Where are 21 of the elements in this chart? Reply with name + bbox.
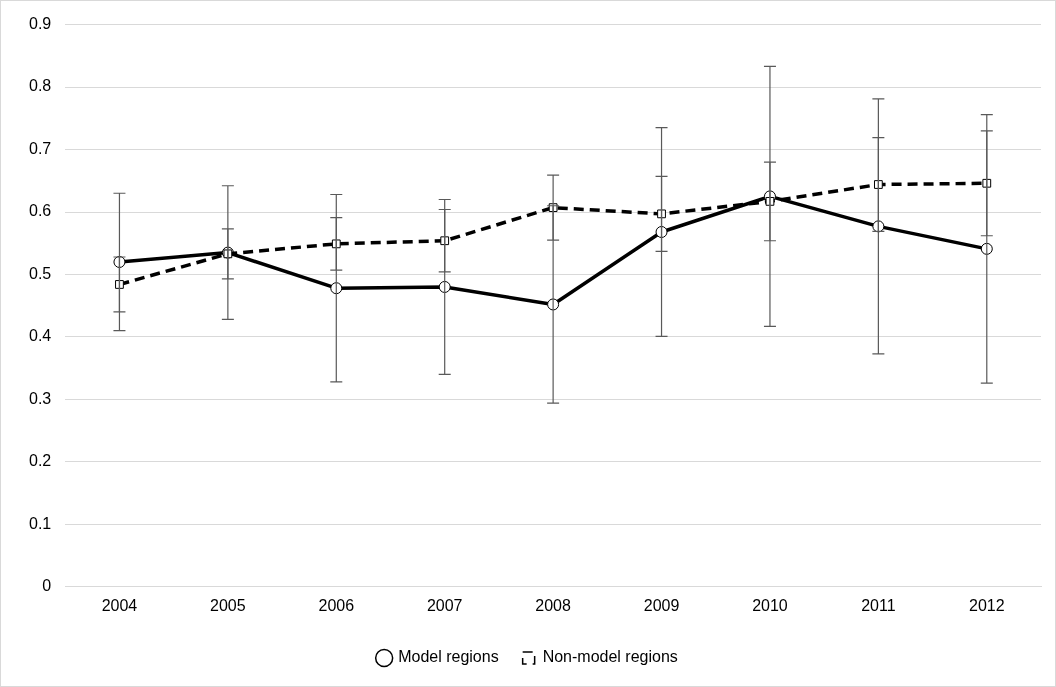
y-tick-label: 0.3 [28, 389, 52, 407]
x-tick-label: 2009 [643, 596, 680, 614]
x-tick-label: 2008 [535, 596, 572, 614]
x-tick-label: 2004 [101, 596, 138, 614]
y-tick-label: 0.2 [28, 452, 52, 470]
x-tick-label: 2010 [752, 596, 788, 614]
x-tick-label: 2011 [861, 596, 896, 614]
y-tick-label: 0.8 [28, 77, 52, 95]
y-tick-label: 0.9 [28, 15, 52, 33]
y-tick-label: 0.5 [28, 264, 52, 282]
y-tick-label: 0 [42, 577, 52, 595]
legend-label: Non-model regions [542, 648, 678, 666]
y-tick-label: 0.4 [28, 327, 52, 345]
y-tick-label: 0.7 [28, 139, 52, 157]
y-tick-label: 0.6 [28, 202, 52, 220]
x-tick-label: 2012 [968, 596, 1005, 614]
y-tick-label: 0.1 [28, 514, 52, 532]
x-tick-label: 2006 [318, 596, 355, 614]
x-tick-label: 2007 [426, 596, 463, 614]
x-tick-label: 2005 [210, 596, 246, 614]
legend-label: Model regions [398, 648, 499, 666]
